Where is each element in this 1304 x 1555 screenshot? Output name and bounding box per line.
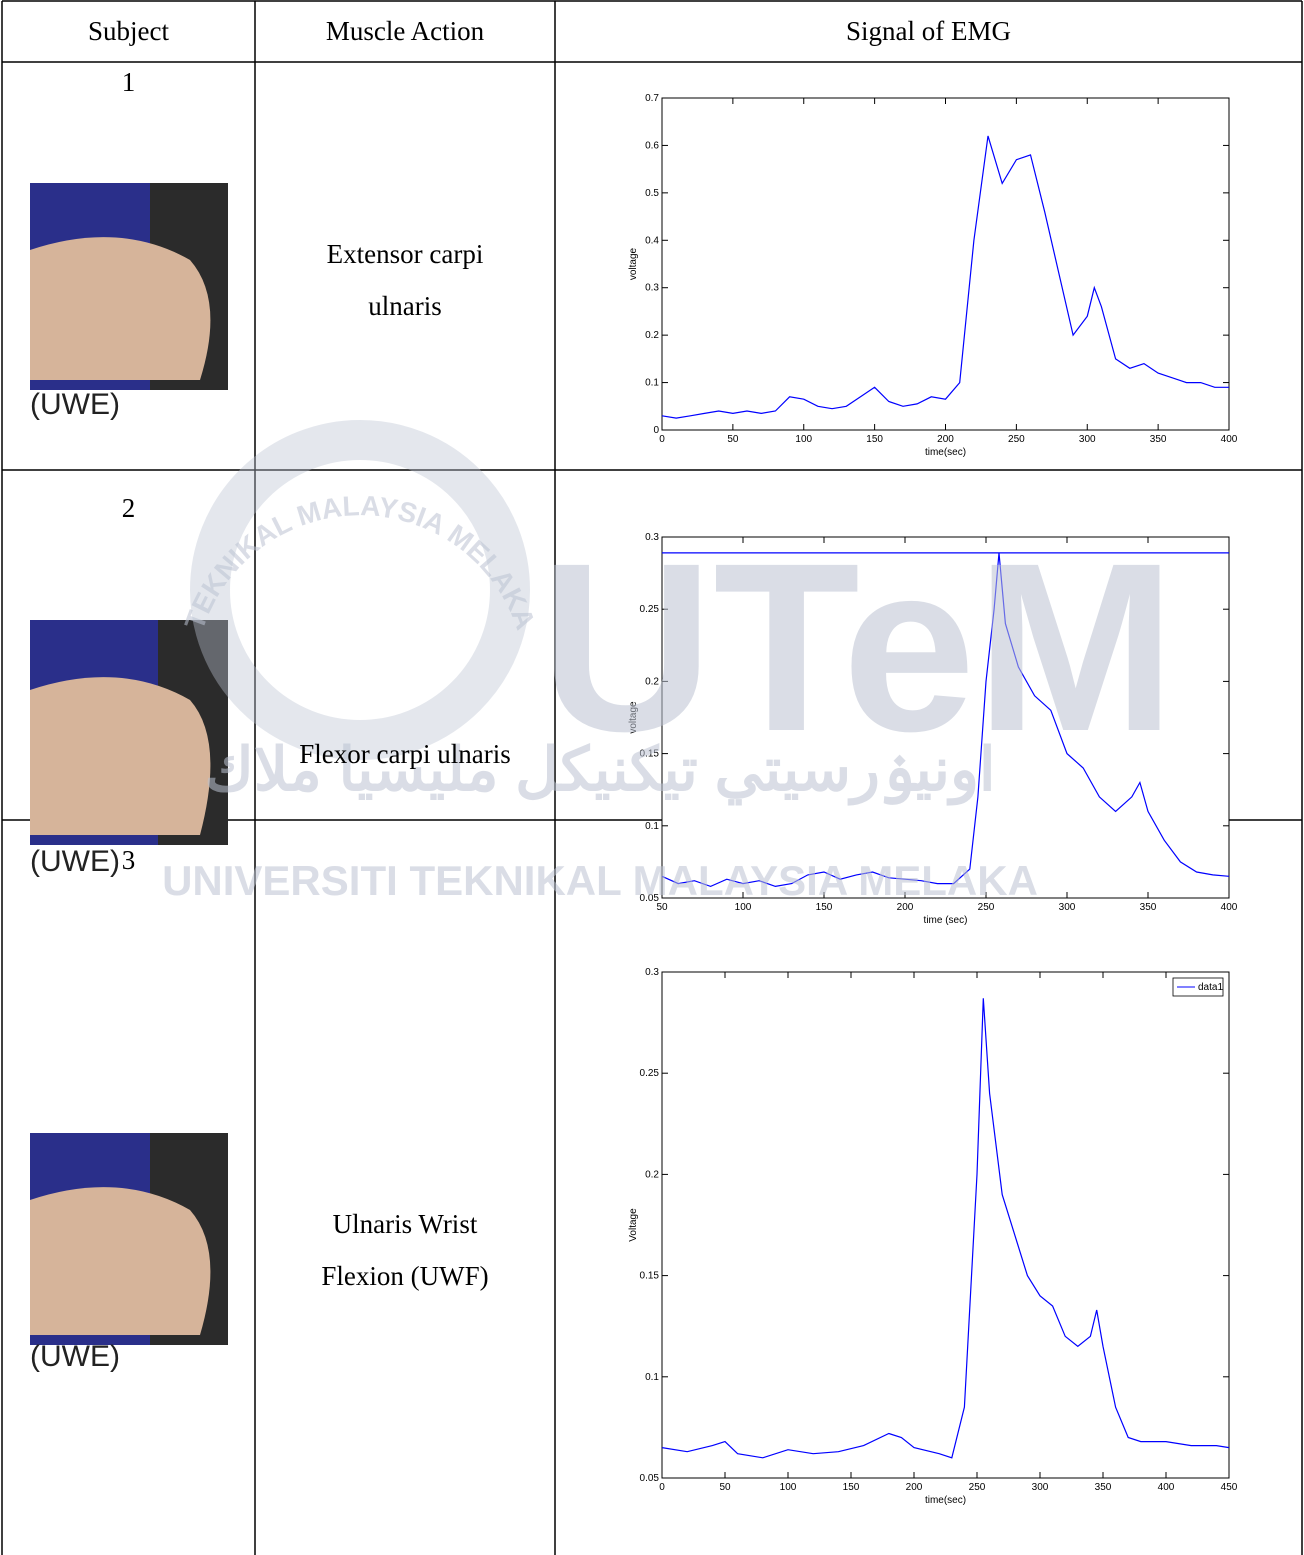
y-tick-label: 0.2 <box>645 1169 659 1180</box>
x-tick-label: 150 <box>816 902 833 913</box>
header-cell: Muscle Action <box>255 5 555 57</box>
x-tick-label: 0 <box>659 434 665 445</box>
y-tick-label: 0.1 <box>645 1372 659 1383</box>
plot-area <box>662 98 1229 430</box>
y-tick-label: 0.2 <box>645 330 659 341</box>
x-tick-label: 100 <box>780 1482 797 1493</box>
y-tick-label: 0.1 <box>645 821 659 832</box>
y-axis-label: voltage <box>628 247 639 280</box>
x-tick-label: 350 <box>1095 1482 1112 1493</box>
y-tick-label: 0.05 <box>640 893 660 904</box>
x-tick-label: 350 <box>1140 902 1157 913</box>
x-tick-label: 400 <box>1221 902 1238 913</box>
x-tick-label: 100 <box>795 434 812 445</box>
x-tick-label: 300 <box>1032 1482 1049 1493</box>
x-tick-label: 200 <box>937 434 954 445</box>
header-cell: Subject <box>2 5 255 57</box>
y-tick-label: 0.7 <box>645 93 659 104</box>
subject-number: 2 <box>2 482 255 534</box>
muscle-action: Flexor carpi ulnaris <box>260 728 550 780</box>
x-tick-label: 150 <box>866 434 883 445</box>
y-tick-label: 0.5 <box>645 188 659 199</box>
y-tick-label: 0.25 <box>640 604 660 615</box>
x-axis-label: time(sec) <box>925 447 966 458</box>
x-tick-label: 300 <box>1059 902 1076 913</box>
x-tick-label: 0 <box>659 1482 665 1493</box>
muscle-action: Ulnaris Wrist Flexion (UWF) <box>305 1198 505 1302</box>
y-tick-label: 0.6 <box>645 140 659 151</box>
page: 05010015020025030035040000.10.20.30.40.5… <box>0 0 1304 1555</box>
document: 05010015020025030035040000.10.20.30.40.5… <box>0 0 1304 1555</box>
y-tick-label: 0.3 <box>645 967 659 978</box>
y-tick-label: 0.2 <box>645 676 659 687</box>
y-tick-label: 0.05 <box>640 1473 660 1484</box>
y-tick-label: 0.15 <box>640 749 660 760</box>
x-tick-label: 200 <box>906 1482 923 1493</box>
photo-caption: (UWE) <box>30 1340 120 1374</box>
x-tick-label: 400 <box>1158 1482 1175 1493</box>
photo-caption: (UWE) <box>30 388 120 422</box>
plot-area <box>662 972 1229 1478</box>
y-tick-label: 0 <box>653 425 659 436</box>
y-axis-label: voltage <box>628 701 639 734</box>
y-tick-label: 0.4 <box>645 235 659 246</box>
photo <box>30 1133 228 1345</box>
x-tick-label: 250 <box>978 902 995 913</box>
subject-number: 3 <box>2 834 255 886</box>
x-tick-label: 200 <box>897 902 914 913</box>
watermark-arc <box>200 515 520 640</box>
x-tick-label: 400 <box>1221 434 1238 445</box>
y-tick-label: 0.15 <box>640 1271 660 1282</box>
subject-number: 1 <box>2 56 255 108</box>
x-tick-label: 100 <box>735 902 752 913</box>
x-tick-label: 250 <box>1008 434 1025 445</box>
y-tick-label: 0.1 <box>645 378 659 389</box>
x-tick-label: 250 <box>969 1482 986 1493</box>
muscle-action: Extensor carpi ulnaris <box>305 228 505 332</box>
x-tick-label: 450 <box>1221 1482 1238 1493</box>
y-tick-label: 0.25 <box>640 1068 660 1079</box>
x-tick-label: 350 <box>1150 434 1167 445</box>
y-axis-label: Voltage <box>628 1208 639 1242</box>
y-tick-label: 0.3 <box>645 283 659 294</box>
x-tick-label: 50 <box>719 1482 731 1493</box>
x-tick-label: 300 <box>1079 434 1096 445</box>
header-cell: Signal of EMG <box>555 5 1302 57</box>
plot-area <box>662 537 1229 898</box>
legend-label: data1 <box>1198 982 1223 993</box>
x-axis-label: time(sec) <box>925 1495 966 1506</box>
y-tick-label: 0.3 <box>645 532 659 543</box>
x-tick-label: 150 <box>843 1482 860 1493</box>
photo <box>30 620 228 845</box>
x-axis-label: time (sec) <box>924 915 968 926</box>
photo <box>30 183 228 390</box>
x-tick-label: 50 <box>727 434 739 445</box>
